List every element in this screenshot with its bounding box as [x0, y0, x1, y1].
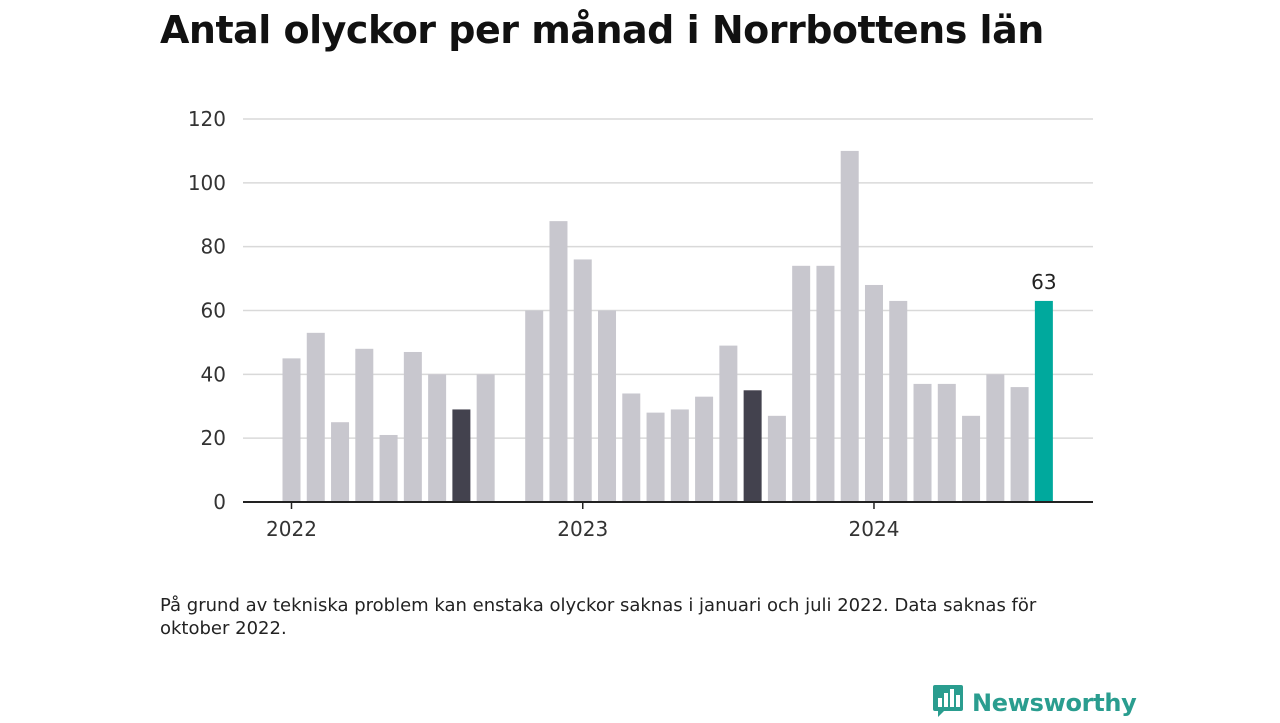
bar-2024-06: [986, 374, 1005, 502]
bar-2023-08: [743, 390, 762, 502]
y-axis: 0 20 40 60 80 100 120: [188, 107, 226, 514]
bar-2023-02: [598, 310, 617, 502]
bars: [282, 150, 1053, 502]
bar-2023-09: [767, 415, 786, 502]
bar-2022-06: [403, 351, 422, 502]
bar-2022-03: [331, 422, 350, 502]
bar-2024-07: [1010, 387, 1029, 502]
bar-2022-08: [452, 409, 471, 502]
value-label: 63: [1031, 270, 1056, 294]
bar-chart: 0 20 40 60 80 100 120 63 2022 2023 2024: [188, 107, 1093, 541]
bar-2022-05: [379, 434, 398, 502]
x-tick-label: 2022: [266, 517, 317, 541]
newsworthy-logo-icon: [932, 683, 964, 723]
bar-2024-01: [864, 284, 883, 502]
bar-2023-12: [840, 150, 859, 502]
bar-2022-11: [525, 310, 544, 502]
bar-2023-07: [719, 345, 738, 502]
bar-2024-05: [962, 415, 981, 502]
value-labels: 63: [1031, 270, 1056, 294]
x-tick-label: 2023: [557, 517, 608, 541]
bar-2022-04: [355, 348, 374, 502]
bar-2023-04: [646, 412, 665, 502]
bar-2023-10: [792, 265, 811, 502]
y-tick-label: 120: [188, 107, 226, 131]
footnote: På grund av tekniska problem kan enstaka…: [160, 595, 1037, 639]
bar-2023-05: [670, 409, 689, 502]
bar-2023-11: [816, 265, 835, 502]
y-tick-label: 40: [201, 362, 226, 386]
y-tick-label: 100: [188, 171, 226, 195]
y-tick-label: 20: [201, 426, 226, 450]
y-tick-label: 0: [213, 490, 226, 514]
bar-2022-09: [476, 374, 495, 502]
brand: Newsworthy: [932, 683, 1137, 723]
bar-2023-06: [695, 396, 714, 502]
x-axis: 2022 2023 2024: [243, 501, 1093, 541]
bar-2024-04: [937, 383, 956, 502]
bar-2023-01: [573, 259, 592, 502]
bar-2022-01: [282, 358, 301, 502]
y-tick-label: 60: [201, 299, 226, 323]
bar-2024-03: [913, 383, 932, 502]
bar-2022-02: [306, 332, 325, 502]
y-tick-label: 80: [201, 235, 226, 259]
bar-2022-07: [428, 374, 447, 502]
x-tick-label: 2024: [849, 517, 900, 541]
bar-2024-08: [1034, 300, 1053, 502]
bar-2022-12: [549, 221, 568, 502]
brand-name: Newsworthy: [972, 689, 1137, 717]
bar-2024-02: [889, 300, 908, 502]
bar-2023-03: [622, 393, 641, 502]
chart-title: Antal olyckor per månad i Norrbottens lä…: [160, 8, 1044, 52]
